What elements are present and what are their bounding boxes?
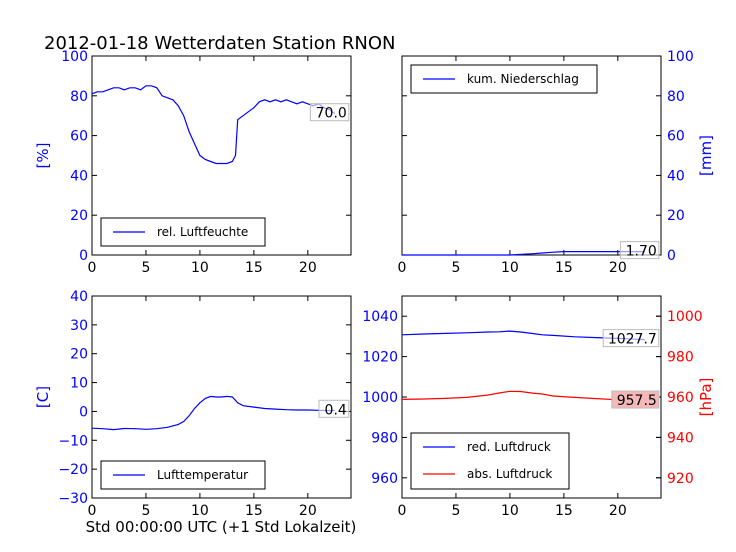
series-line-0 (91, 85, 336, 165)
x-tick-label: 10 (501, 260, 519, 276)
y-tick-label: 40 (70, 289, 88, 305)
y-tick-label: −10 (58, 433, 88, 449)
value-label: 70.0 (316, 106, 347, 122)
x-tick-label: 20 (299, 260, 317, 276)
y-tick-label: 1040 (362, 309, 398, 325)
value-box (619, 241, 660, 260)
y-tick-label-right: 940 (667, 430, 694, 446)
y-tick-label-right: 40 (667, 168, 685, 184)
x-tick-label: 5 (141, 260, 150, 276)
value-box (611, 390, 660, 409)
y-tick-label: 980 (371, 430, 398, 446)
x-tick-label: 15 (555, 260, 573, 276)
y-tick-label: 30 (70, 318, 88, 334)
y-tick-label-right: 0 (667, 248, 676, 264)
x-tick-label: 0 (398, 260, 407, 276)
y-tick-label-right: 980 (667, 350, 694, 366)
y-axis-label: [%] (34, 143, 52, 169)
legend-label: red. Luftdruck (467, 440, 551, 454)
y-tick-label: 0 (79, 248, 88, 264)
x-tick-label: 15 (555, 503, 573, 519)
x-tick-label: 5 (141, 503, 150, 519)
value-label: 957.5 (617, 393, 657, 409)
legend-label: Lufttemperatur (157, 468, 248, 482)
y-tick-label-right: 1000 (667, 309, 703, 325)
panel-temperature: 0 5 10 15 20 −30 −20 −10 0 10 20 30 40 [C] 0.4 Lufttemp… (34, 289, 352, 519)
y-tick-label-right: 920 (667, 471, 694, 487)
y-tick-label-right: 960 (667, 390, 694, 406)
y-tick-label: −20 (58, 462, 88, 478)
x-tick-label: 0 (88, 260, 97, 276)
series-line-0 (401, 330, 645, 341)
y-tick-label: 10 (70, 376, 88, 392)
figure-xlabel: Std 00:00:00 UTC (+1 Std Lokalzeit) (86, 518, 357, 536)
y-tick-label: 0 (79, 404, 88, 420)
panel-pressure: 0 5 10 15 20 960 980 1000 1020 1040 920 940 960 980 10… (362, 295, 715, 519)
y-tick-label: 80 (70, 89, 88, 105)
y-axis-label: [C] (34, 386, 52, 408)
y-tick-label: −30 (58, 491, 88, 507)
figure-title: 2012-01-18 Wetterdaten Station RNON (44, 33, 395, 54)
series-line-1 (401, 390, 645, 402)
value-label: 0.4 (325, 402, 347, 418)
y-tick-label: 1020 (362, 350, 398, 366)
panel-humidity: 0 5 10 15 20 0 20 40 60 80 100 [%] 70.0 rel. Luftfeuc… (34, 49, 352, 276)
value-label: 1.70 (626, 244, 657, 260)
y-axis-label-right: [mm] (697, 135, 715, 176)
series-line-0 (91, 395, 335, 431)
y-tick-label: 40 (70, 168, 88, 184)
x-tick-label: 15 (245, 260, 263, 276)
panel-frame (401, 55, 662, 256)
x-tick-label: 10 (501, 503, 519, 519)
y-tick-label-right: 20 (667, 208, 685, 224)
x-tick-label: 10 (191, 503, 209, 519)
y-tick-label: 100 (61, 49, 88, 65)
panel-precipitation: 0 5 10 15 20 0 20 40 60 80 100 [mm] 1.70 kum. Nieders… (398, 49, 715, 276)
x-tick-label: 0 (398, 503, 407, 519)
x-tick-label: 15 (245, 503, 263, 519)
legend-box (410, 432, 570, 490)
value-box (318, 399, 350, 418)
y-tick-label-right: 80 (667, 89, 685, 105)
y-tick-label: 20 (70, 347, 88, 363)
y-tick-label: 960 (371, 471, 398, 487)
y-tick-label-right: 60 (667, 129, 685, 145)
y-tick-label: 20 (70, 208, 88, 224)
legend-label: rel. Luftfeuchte (157, 225, 248, 239)
x-tick-label: 0 (88, 503, 97, 519)
x-tick-label: 5 (451, 503, 460, 519)
legend-label: abs. Luftdruck (467, 467, 552, 481)
x-tick-label: 20 (299, 503, 317, 519)
panel-frame (91, 295, 352, 499)
x-tick-label: 5 (451, 260, 460, 276)
x-tick-label: 20 (609, 260, 627, 276)
y-axis-label-right: [hPa] (697, 378, 715, 417)
value-box (602, 329, 660, 348)
y-tick-label: 60 (70, 129, 88, 145)
x-tick-label: 20 (609, 503, 627, 519)
value-label: 1027.7 (608, 332, 657, 348)
y-tick-label: 1000 (362, 390, 398, 406)
value-box (309, 103, 350, 122)
panel-frame (91, 55, 352, 256)
y-tick-label-right: 100 (667, 49, 694, 65)
series-line-0 (402, 251, 645, 256)
legend-label: kum. Niederschlag (467, 72, 579, 86)
x-tick-label: 10 (191, 260, 209, 276)
